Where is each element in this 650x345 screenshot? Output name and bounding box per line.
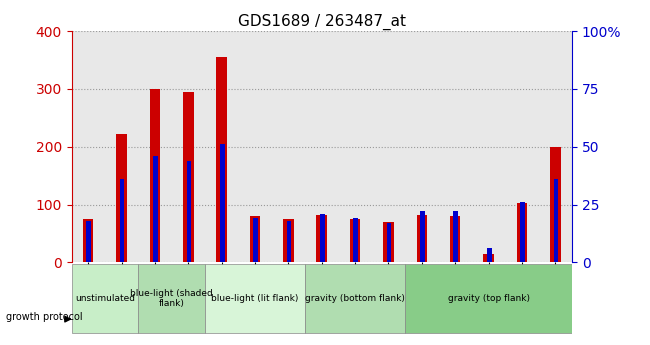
FancyBboxPatch shape <box>305 264 405 333</box>
FancyBboxPatch shape <box>138 264 205 333</box>
Bar <box>287 221 291 262</box>
Bar <box>317 215 327 262</box>
Bar <box>83 219 94 262</box>
Bar <box>320 214 324 262</box>
Text: growth protocol: growth protocol <box>6 313 83 322</box>
Title: GDS1689 / 263487_at: GDS1689 / 263487_at <box>238 13 406 30</box>
Bar <box>550 147 560 262</box>
FancyBboxPatch shape <box>205 264 305 333</box>
Bar <box>517 204 527 262</box>
Bar <box>250 216 260 262</box>
FancyBboxPatch shape <box>405 264 572 333</box>
Bar <box>116 134 127 262</box>
Bar <box>454 211 458 262</box>
Bar <box>220 145 224 262</box>
Bar <box>417 215 427 262</box>
Bar <box>387 223 391 262</box>
Bar <box>354 218 358 262</box>
Bar <box>484 254 494 262</box>
Bar <box>487 248 491 262</box>
Bar <box>420 211 424 262</box>
Bar <box>120 179 124 262</box>
Bar <box>187 160 191 262</box>
Text: blue-light (shaded
flank): blue-light (shaded flank) <box>130 289 213 308</box>
Bar <box>384 222 394 262</box>
Bar <box>216 57 227 262</box>
FancyBboxPatch shape <box>72 264 138 333</box>
Text: gravity (bottom flank): gravity (bottom flank) <box>306 294 405 303</box>
Bar <box>183 92 194 262</box>
Bar <box>520 202 525 262</box>
Text: unstimulated: unstimulated <box>75 294 135 303</box>
Bar <box>450 216 460 262</box>
Bar <box>350 219 360 262</box>
Bar <box>554 179 558 262</box>
Bar <box>254 218 258 262</box>
Bar <box>86 221 91 262</box>
Bar <box>153 156 158 262</box>
Text: gravity (top flank): gravity (top flank) <box>448 294 530 303</box>
Bar <box>150 89 160 262</box>
Bar <box>283 219 294 262</box>
Text: blue-light (lit flank): blue-light (lit flank) <box>211 294 299 303</box>
